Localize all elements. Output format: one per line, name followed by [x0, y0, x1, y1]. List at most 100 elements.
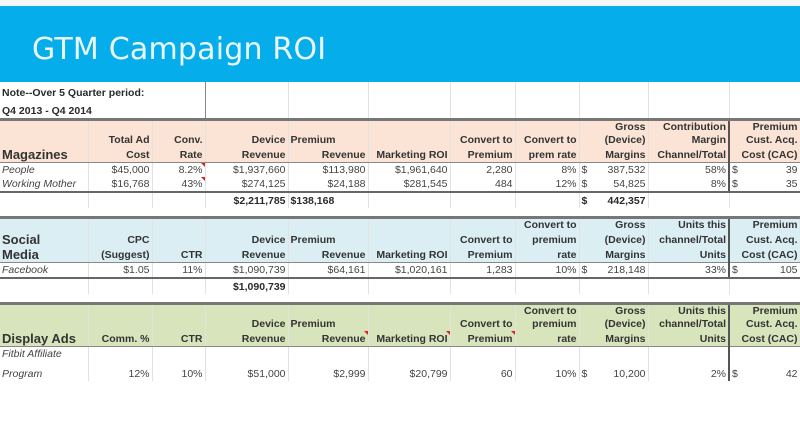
cell[interactable] — [515, 82, 580, 100]
cell[interactable] — [288, 82, 369, 100]
gross-margins[interactable]: $387,532 — [579, 162, 649, 177]
convert-to-premium[interactable]: 484 — [450, 177, 516, 193]
cell[interactable] — [88, 192, 153, 208]
commission[interactable]: 12% — [88, 361, 153, 381]
total-ad-cost[interactable]: $45,000 — [88, 162, 153, 177]
cell[interactable] — [368, 346, 451, 361]
cell[interactable] — [648, 82, 730, 100]
cell[interactable] — [368, 82, 451, 100]
cell[interactable] — [88, 346, 153, 361]
cell[interactable] — [515, 100, 580, 120]
cell — [152, 118, 206, 134]
cell[interactable] — [450, 346, 516, 361]
marketing-roi[interactable]: $1,020,161 — [368, 262, 451, 279]
conv-rate[interactable]: 43% — [152, 177, 206, 193]
device-revenue[interactable]: $51,000 — [205, 361, 289, 381]
gross-margins[interactable]: $218,148 — [579, 262, 649, 279]
cell[interactable] — [205, 100, 289, 120]
cac[interactable]: $105 — [729, 262, 800, 279]
cell[interactable] — [729, 82, 800, 100]
convert-rate[interactable]: 8% — [515, 162, 580, 177]
cell[interactable] — [515, 278, 580, 294]
marketing-roi[interactable]: $20,799 — [368, 361, 451, 381]
cell[interactable] — [368, 100, 451, 120]
cell[interactable] — [579, 278, 649, 294]
premium-revenue[interactable]: $113,980 — [288, 162, 369, 177]
cell[interactable] — [288, 346, 369, 361]
row-name-line-1[interactable]: Fitbit Affiliate — [0, 346, 89, 361]
note-line-2[interactable]: Q4 2013 - Q4 2014 — [0, 100, 206, 120]
units-share[interactable]: 33% — [648, 262, 731, 279]
cell[interactable] — [88, 278, 153, 294]
cell[interactable] — [450, 192, 516, 208]
total-device-revenue[interactable]: $2,211,785 — [205, 192, 289, 208]
row-name[interactable]: Working Mother — [0, 177, 89, 193]
cell[interactable] — [729, 278, 800, 294]
cell[interactable] — [205, 82, 289, 100]
premium-revenue[interactable]: $24,188 — [288, 177, 369, 193]
row-name[interactable]: Facebook — [0, 262, 89, 279]
cell[interactable] — [579, 346, 649, 361]
units-share[interactable]: 2% — [648, 361, 731, 381]
premium-revenue[interactable]: $64,161 — [288, 262, 369, 279]
cell[interactable] — [0, 192, 89, 208]
marketing-roi[interactable]: $281,545 — [368, 177, 451, 193]
cell[interactable] — [579, 82, 649, 100]
gross-margins[interactable]: $10,200 — [579, 361, 649, 381]
marketing-roi[interactable]: $1,961,640 — [368, 162, 451, 177]
cac-value: 39 — [785, 164, 798, 176]
premium-revenue[interactable]: $2,999 — [288, 361, 369, 381]
ctr[interactable]: 11% — [152, 262, 206, 279]
cell[interactable] — [288, 278, 369, 294]
cpc[interactable]: $1.05 — [88, 262, 153, 279]
cell[interactable] — [205, 346, 289, 361]
convert-to-premium[interactable]: 1,283 — [450, 262, 516, 279]
cell[interactable] — [515, 346, 580, 361]
convert-rate[interactable]: 10% — [515, 361, 580, 381]
total-premium-revenue[interactable]: $138,168 — [288, 192, 369, 208]
cell[interactable] — [450, 100, 516, 120]
cell[interactable] — [152, 346, 206, 361]
cell[interactable] — [450, 278, 516, 294]
cell[interactable] — [648, 100, 730, 120]
cac[interactable]: $39 — [729, 162, 800, 177]
convert-rate[interactable]: 12% — [515, 177, 580, 193]
total-ad-cost[interactable]: $16,768 — [88, 177, 153, 193]
cell[interactable] — [0, 278, 89, 294]
convert-to-premium[interactable]: 2,280 — [450, 162, 516, 177]
convert-to-premium[interactable]: 60 — [450, 361, 516, 381]
cell[interactable] — [729, 100, 800, 120]
cell[interactable] — [579, 100, 649, 120]
total-device-revenue[interactable]: $1,090,739 — [205, 278, 289, 294]
device-revenue[interactable]: $274,125 — [205, 177, 289, 193]
total-gross-margins[interactable]: $442,357 — [579, 192, 649, 208]
cell[interactable] — [288, 100, 369, 120]
gross-margins[interactable]: $54,825 — [579, 177, 649, 193]
ctr[interactable]: 10% — [152, 361, 206, 381]
cell[interactable] — [152, 278, 206, 294]
row-name-line-2[interactable]: Program — [0, 361, 89, 381]
device-revenue[interactable]: $1,937,660 — [205, 162, 289, 177]
cell[interactable] — [648, 192, 730, 208]
cell[interactable] — [729, 192, 800, 208]
conv-rate[interactable]: 8.2% — [152, 162, 206, 177]
cac[interactable]: $35 — [729, 177, 800, 193]
contribution-margin[interactable]: 58% — [648, 162, 731, 177]
cell[interactable] — [152, 192, 206, 208]
cac[interactable]: $42 — [729, 361, 800, 381]
contribution-margin[interactable]: 8% — [648, 177, 731, 193]
convert-rate[interactable]: 10% — [515, 262, 580, 279]
row-name[interactable]: People — [0, 162, 89, 177]
cell[interactable] — [648, 278, 730, 294]
device-revenue[interactable]: $1,090,739 — [205, 262, 289, 279]
cell — [368, 134, 451, 147]
header-convert-rate-2: premium — [515, 232, 580, 247]
cell[interactable] — [729, 346, 800, 361]
note-line-1[interactable]: Note--Over 5 Quarter period: — [0, 82, 206, 100]
cell[interactable] — [450, 82, 516, 100]
cell[interactable] — [515, 192, 580, 208]
cell[interactable] — [368, 192, 451, 208]
cell[interactable] — [648, 346, 731, 361]
cell[interactable] — [368, 278, 451, 294]
spacer — [0, 294, 800, 304]
